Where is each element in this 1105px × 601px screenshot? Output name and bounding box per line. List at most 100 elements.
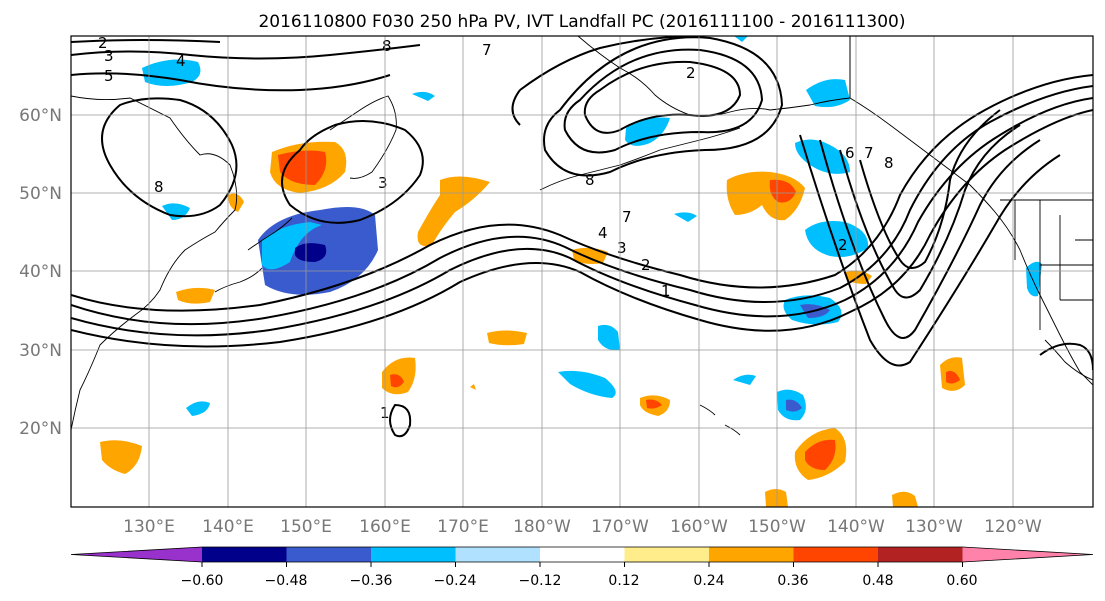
- shade-pos: [176, 287, 215, 304]
- shade-neg: [1026, 261, 1042, 297]
- contour-label: 1: [661, 282, 671, 300]
- colorbar-tick-label: 0.36: [777, 573, 808, 589]
- contour-label: 8: [382, 37, 392, 55]
- shade-neg: [142, 59, 201, 86]
- lat-label: 50°N: [19, 184, 62, 204]
- colorbar-segments: [70, 546, 1094, 563]
- contour-label: 3: [617, 239, 627, 257]
- shade-pos-core: [805, 439, 836, 470]
- shade-pos: [765, 489, 788, 507]
- contour-label: 3: [378, 174, 388, 192]
- lon-label: 160°E: [359, 517, 411, 537]
- contour-line: [71, 109, 1093, 348]
- contour-line: [543, 36, 784, 177]
- coastline-alaska-panhandle: [849, 97, 996, 213]
- contour-line: [281, 120, 424, 224]
- map-background: [71, 36, 1093, 507]
- colorbar-segment: [371, 547, 456, 562]
- colorbar-segment: [878, 547, 963, 562]
- colorbar-tick-label: 0.48: [862, 573, 893, 589]
- contour-label: 7: [482, 41, 492, 59]
- contour-line: [799, 134, 1061, 367]
- coastline-hawaii: [699, 404, 741, 436]
- colorbar-segment: [793, 547, 879, 562]
- lon-label: 120°W: [984, 517, 1042, 537]
- colorbar-tick-label: 0.12: [608, 573, 639, 589]
- contour-label: 2: [98, 34, 108, 52]
- colorbar-tick-label: −0.60: [181, 573, 224, 589]
- shade-pos-core: [769, 179, 796, 203]
- lon-label: 150°W: [748, 517, 806, 537]
- contour-line: [71, 85, 1093, 326]
- contour-line: [389, 403, 412, 438]
- gridlines: [71, 36, 1093, 507]
- coastline-asia: [71, 95, 238, 431]
- lon-label: 170°E: [437, 517, 489, 537]
- shade-neg: [734, 36, 748, 42]
- colorbar: −0.60 −0.48 −0.36 −0.24 −0.12 0.12 0.24 …: [70, 546, 1094, 589]
- contour-label: 7: [622, 208, 632, 226]
- colorbar-tick-label: −0.12: [519, 573, 562, 589]
- border-canada-us: [849, 36, 1093, 201]
- colorbar-segment: [202, 547, 287, 562]
- contour-label: 4: [176, 52, 186, 70]
- contour-line: [71, 44, 421, 60]
- lat-label: 60°N: [19, 106, 62, 126]
- longitude-labels: 130°E 140°E 150°E 160°E 170°E 180°W 170°…: [123, 517, 1042, 537]
- colorbar-segment: [709, 547, 794, 562]
- contour-line: [839, 124, 1021, 299]
- colorbar-segment: [624, 547, 710, 562]
- shade-pos-core: [390, 374, 404, 388]
- contour-line: [1039, 342, 1093, 371]
- lon-label: 150°E: [280, 517, 332, 537]
- shade-pos: [417, 176, 490, 247]
- colorbar-tick-label: −0.24: [434, 573, 477, 589]
- colorbar-segment: [286, 547, 372, 562]
- contour-label: 8: [585, 171, 595, 189]
- figure-title: 2016110800 F030 250 hPa PV, IVT Landfall…: [258, 12, 905, 32]
- lon-label: 160°W: [670, 517, 728, 537]
- lon-label: 140°E: [202, 517, 254, 537]
- lon-label: 170°W: [591, 517, 649, 537]
- coastline-kamchatka: [329, 95, 397, 179]
- latitude-labels: 60°N 50°N 40°N 30°N 20°N: [19, 106, 62, 439]
- shade-pos: [470, 384, 476, 390]
- contour-label: 5: [104, 67, 114, 85]
- contour-label: 8: [884, 154, 894, 172]
- shade-pos: [487, 330, 527, 346]
- contour-label: 2: [686, 64, 696, 82]
- lon-label: 140°W: [827, 517, 885, 537]
- contour-line: [101, 97, 238, 218]
- coastline-aleutians: [539, 127, 741, 191]
- contour-line: [819, 139, 1041, 339]
- lon-label: 130°E: [123, 517, 175, 537]
- shade-neg: [186, 401, 210, 416]
- map-frame: [70, 35, 1094, 508]
- colorbar-segment: [540, 547, 625, 562]
- colorbar-segment: [71, 547, 202, 562]
- shade-neg: [733, 374, 756, 385]
- colorbar-segment: [455, 547, 541, 562]
- contour-line: [71, 97, 1093, 337]
- contour-line: [71, 72, 391, 92]
- contour-label: 6: [845, 144, 855, 162]
- colorbar-tick-label: 0.60: [946, 573, 977, 589]
- shade-pos-core: [646, 399, 662, 409]
- lat-label: 30°N: [19, 341, 62, 361]
- lat-label: 20°N: [19, 419, 62, 439]
- shade-neg: [598, 324, 620, 351]
- lat-label: 40°N: [19, 262, 62, 282]
- coastline-mexico: [1044, 339, 1093, 381]
- shade-neg: [625, 117, 670, 146]
- contour-label: 2: [838, 236, 848, 254]
- colorbar-tick-label: 0.24: [693, 573, 724, 589]
- shade-pos-core: [946, 371, 960, 384]
- shade-pos: [892, 491, 918, 507]
- contour-label: 3: [104, 47, 114, 65]
- contour-line: [859, 109, 1001, 269]
- shade-neg: [795, 139, 850, 174]
- shade-neg-core: [295, 243, 327, 262]
- state-borders: [1014, 200, 1093, 330]
- shade-neg: [805, 221, 869, 257]
